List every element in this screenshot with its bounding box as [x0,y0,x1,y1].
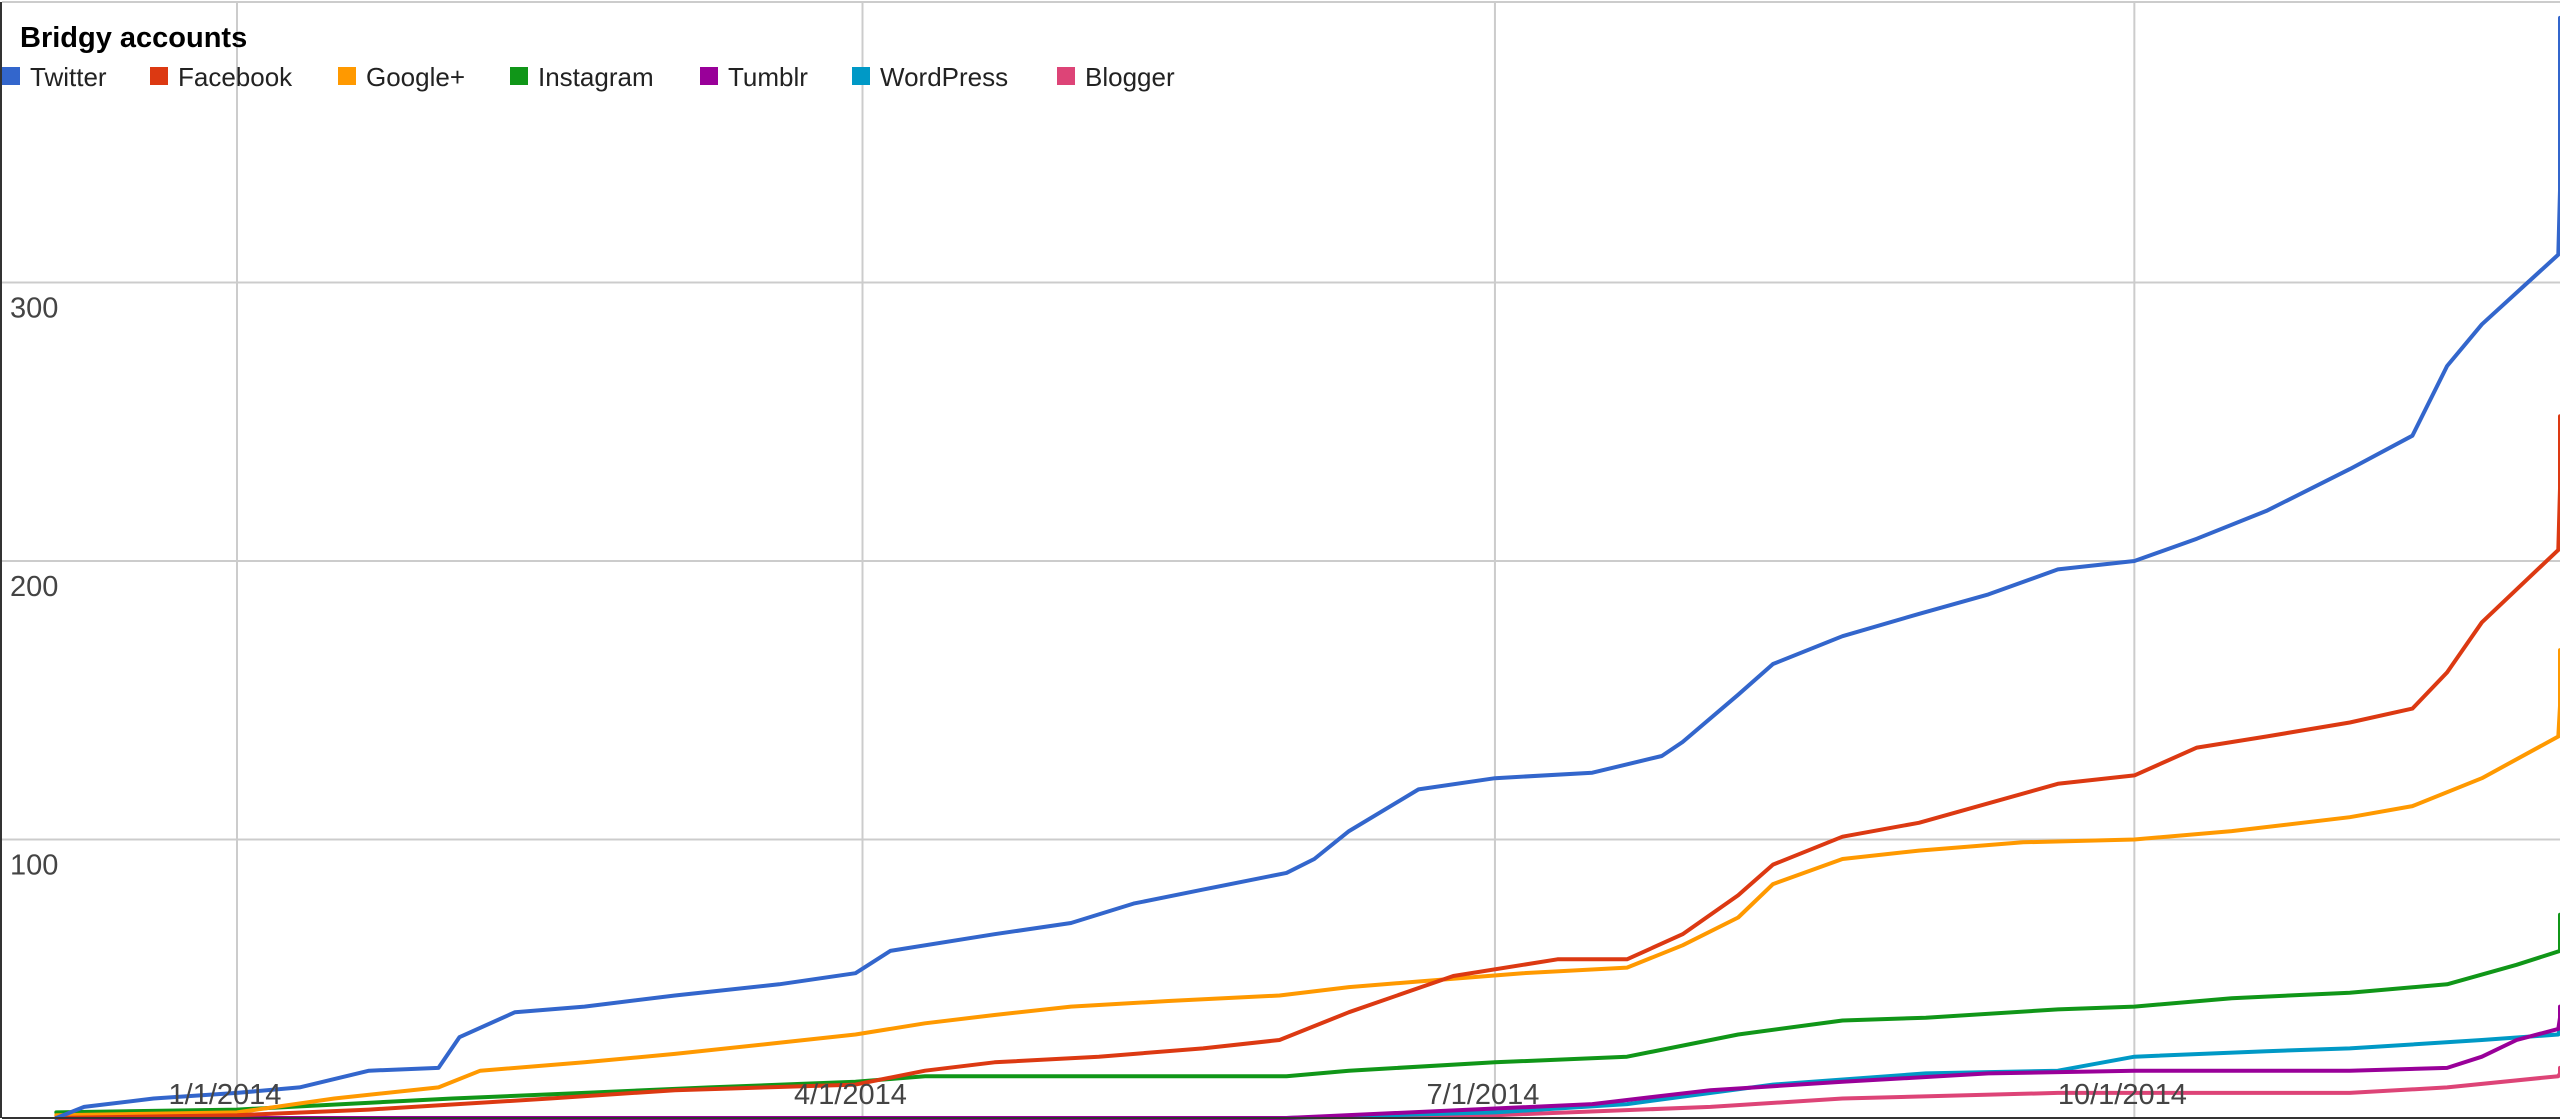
legend-swatch [150,67,168,85]
y-tick-label: 100 [10,850,58,882]
legend-item-wordpress: WordPress [852,62,1008,92]
legend-item-google-: Google+ [338,62,465,92]
legend-swatch [338,67,356,85]
series-line-facebook [54,414,2560,1120]
legend-label: Google+ [366,62,465,92]
legend-label: WordPress [880,62,1008,92]
series-line-wordpress [54,1021,2560,1120]
legend-swatch [1057,67,1075,85]
series-line-google- [54,648,2560,1118]
series-line-twitter [54,15,2560,1120]
legend-swatch [700,67,718,85]
legend-swatch [510,67,528,85]
legend-swatch [2,67,20,85]
x-tick-labels: 1/1/2014 4/1/2014 7/1/2014 10/1/2014 [169,1079,2187,1111]
x-tick-label: 7/1/2014 [1427,1079,1540,1111]
legend-item-twitter: Twitter [2,62,107,92]
legend-item-blogger: Blogger [1057,62,1175,92]
y-tick-labels: 100 200 300 [10,293,58,882]
legend-item-facebook: Facebook [150,62,293,92]
x-tick-label: 10/1/2014 [2058,1079,2187,1111]
legend-label: Facebook [178,62,293,92]
x-tick-label: 1/1/2014 [169,1079,282,1111]
series-line-tumblr [54,1004,2560,1120]
x-tick-label: 4/1/2014 [794,1079,907,1111]
series-lines [54,15,2560,1120]
legend-item-tumblr: Tumblr [700,62,808,92]
legend-label: Twitter [30,62,107,92]
y-tick-label: 200 [10,571,58,603]
legend-label: Tumblr [728,62,808,92]
legend-swatch [852,67,870,85]
legend: Twitter Facebook Google+ Instagram Tumblr Wor… [2,62,1175,92]
legend-label: Blogger [1085,62,1175,92]
legend-item-instagram: Instagram [510,62,654,92]
y-tick-label: 300 [10,293,58,325]
legend-label: Instagram [538,62,654,92]
chart-title: Bridgy accounts [20,22,247,54]
